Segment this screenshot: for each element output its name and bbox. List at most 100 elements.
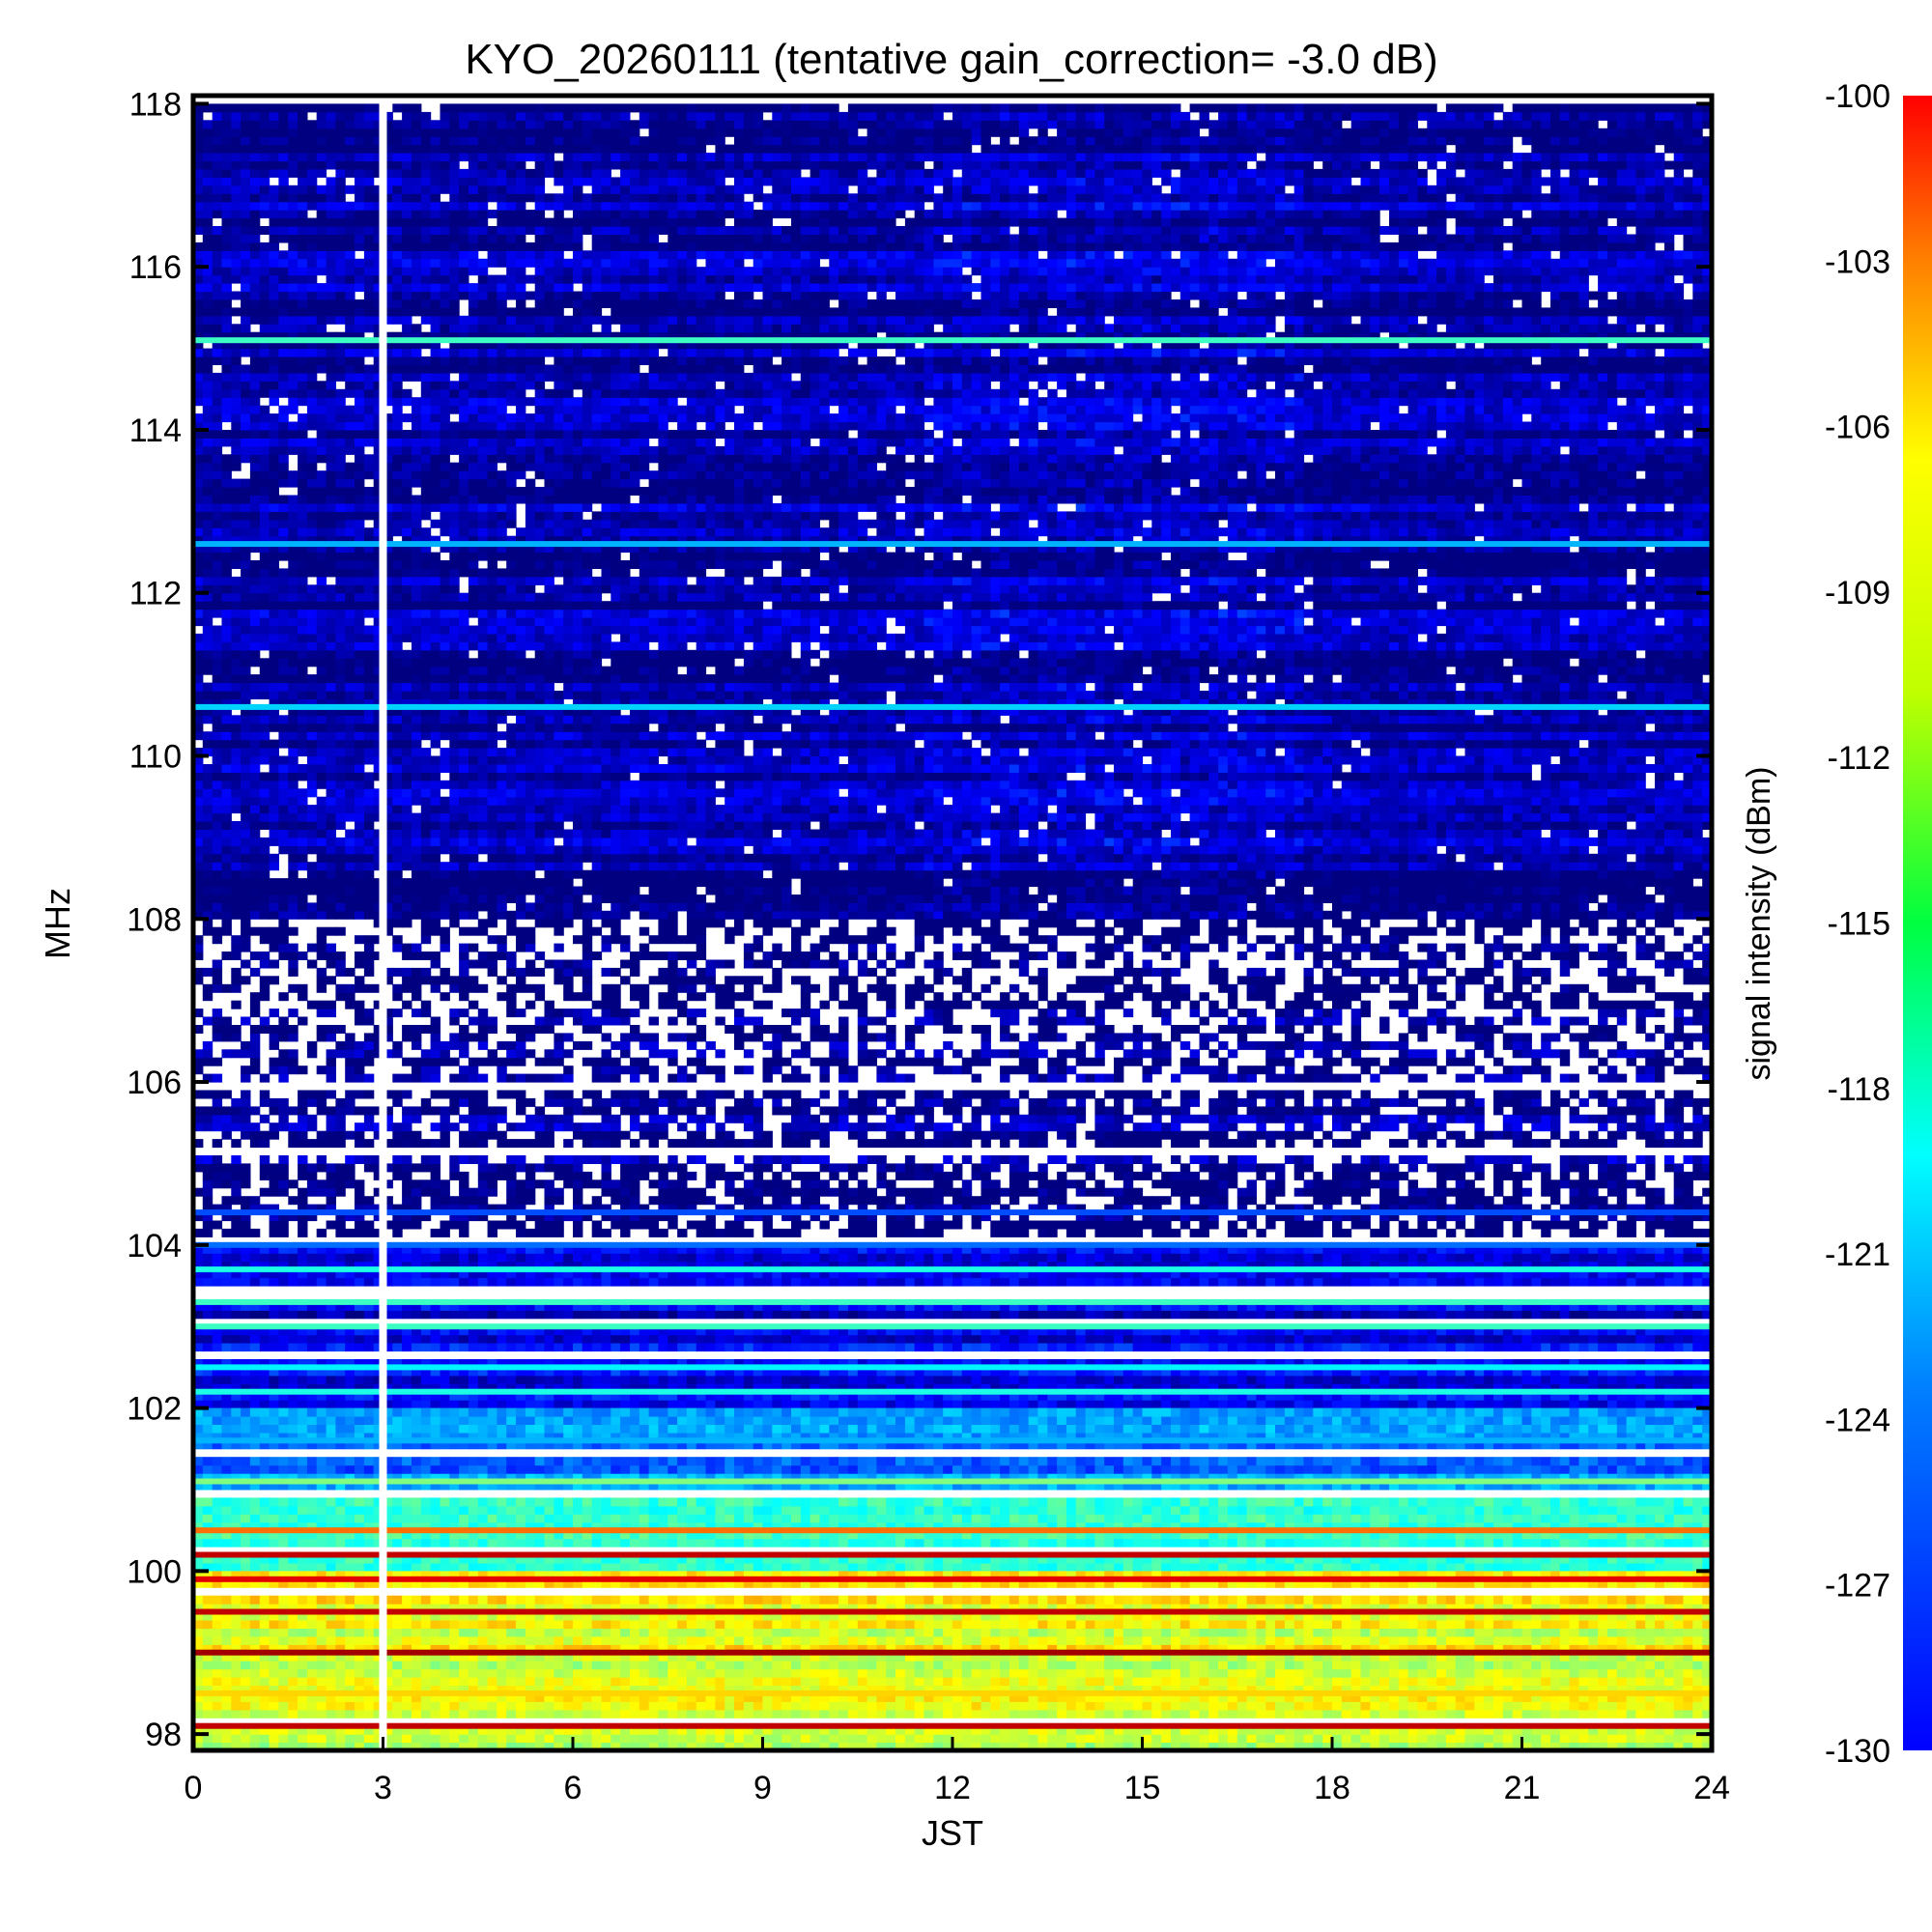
heatmap-cell xyxy=(516,772,526,781)
heatmap-cell xyxy=(648,812,659,822)
heatmap-cell xyxy=(715,772,725,781)
heatmap-cell xyxy=(1502,723,1514,732)
heatmap-cell xyxy=(971,796,981,806)
heatmap-cell xyxy=(1057,878,1067,888)
heatmap-cell xyxy=(1303,837,1314,846)
heatmap-cell xyxy=(1161,764,1172,773)
heatmap-cell xyxy=(961,829,973,838)
heatmap-cell xyxy=(933,772,944,781)
heatmap-cell xyxy=(1683,788,1693,798)
heatmap-cell xyxy=(1104,878,1115,888)
heatmap-cell xyxy=(734,862,745,871)
heatmap-cell xyxy=(781,829,792,838)
heatmap-cell xyxy=(1085,902,1095,912)
heatmap-cell xyxy=(278,682,289,692)
heatmap-cell xyxy=(1606,780,1618,789)
heatmap-cell xyxy=(1484,910,1494,920)
heatmap-cell xyxy=(402,755,412,765)
heatmap-cell xyxy=(980,886,991,895)
heatmap-cell xyxy=(326,755,336,765)
heatmap-cell xyxy=(582,755,593,765)
heatmap-cell xyxy=(1474,748,1485,757)
heatmap-cell xyxy=(886,706,896,716)
heatmap-cell xyxy=(1588,853,1599,863)
heatmap-cell xyxy=(1521,812,1532,822)
heatmap-cell xyxy=(762,796,773,806)
heatmap-cell xyxy=(1635,682,1646,692)
heatmap-cell xyxy=(715,821,725,830)
heatmap-cell xyxy=(1655,902,1665,912)
heatmap-cell xyxy=(459,731,469,741)
heatmap-cell xyxy=(1199,910,1209,920)
heatmap-cell xyxy=(288,706,298,716)
heatmap-cell xyxy=(1588,869,1599,879)
heatmap-cell xyxy=(829,796,839,806)
heatmap-cell xyxy=(1379,862,1390,871)
heatmap-cell xyxy=(876,731,887,741)
heatmap-cell xyxy=(1218,772,1229,781)
heatmap-cell xyxy=(1094,829,1105,838)
heatmap-cell xyxy=(1313,674,1323,684)
heatmap-cell xyxy=(1398,837,1409,846)
heatmap-cell xyxy=(1028,666,1038,675)
heatmap-cell xyxy=(459,788,469,798)
heatmap-cell xyxy=(990,731,1001,741)
heatmap-cell xyxy=(895,748,906,757)
heatmap-cell xyxy=(1018,805,1030,814)
heatmap-cell xyxy=(363,902,375,912)
heatmap-cell xyxy=(971,805,981,814)
heatmap-cell xyxy=(1588,658,1599,668)
heatmap-cell xyxy=(1122,812,1134,822)
heatmap-cell xyxy=(1407,723,1418,732)
heatmap-cell xyxy=(1065,731,1077,741)
heatmap-cell xyxy=(573,812,583,822)
heatmap-cell xyxy=(943,805,953,814)
heatmap-cell xyxy=(1370,731,1380,741)
heatmap-cell xyxy=(497,715,507,724)
heatmap-cell xyxy=(278,805,289,814)
heatmap-cell xyxy=(392,869,403,879)
heatmap-cell xyxy=(990,739,1001,749)
heatmap-cell xyxy=(943,772,953,781)
heatmap-cell xyxy=(781,910,792,920)
heatmap-cell xyxy=(497,837,507,846)
heatmap-cell xyxy=(1199,812,1209,822)
heatmap-cell xyxy=(1370,764,1380,773)
heatmap-cell xyxy=(1645,845,1656,855)
heatmap-cell xyxy=(554,706,564,716)
heatmap-cell xyxy=(591,658,603,668)
heatmap-cell xyxy=(952,748,963,757)
heatmap-cell xyxy=(402,862,412,871)
heatmap-cell xyxy=(620,723,631,732)
heatmap-cell xyxy=(497,796,507,806)
heatmap-cell xyxy=(202,812,213,822)
heatmap-cell xyxy=(1246,878,1257,888)
heatmap-cell xyxy=(1037,748,1048,757)
heatmap-cell xyxy=(1303,895,1314,903)
heatmap-cell xyxy=(914,886,925,895)
heatmap-cell xyxy=(734,812,745,822)
heatmap-cell xyxy=(430,658,440,668)
heatmap-cell xyxy=(857,748,868,757)
heatmap-cell xyxy=(810,748,820,757)
heatmap-cell xyxy=(819,902,830,912)
heatmap-cell xyxy=(1360,902,1371,912)
heatmap-cell xyxy=(1104,755,1115,765)
heatmap-cell xyxy=(1246,739,1257,749)
heatmap-cell xyxy=(1028,682,1038,692)
heatmap-cell xyxy=(193,886,204,895)
heatmap-cell xyxy=(1341,723,1352,732)
heatmap-cell xyxy=(1541,845,1551,855)
heatmap-cell xyxy=(383,788,393,798)
heatmap-cell xyxy=(544,853,554,863)
heatmap-cell xyxy=(1171,755,1181,765)
heatmap-cell xyxy=(1702,895,1712,903)
heatmap-cell xyxy=(1484,674,1494,684)
heatmap-cell xyxy=(1598,886,1608,895)
heatmap-cell xyxy=(193,869,204,879)
heatmap-cell xyxy=(611,682,621,692)
heatmap-cell xyxy=(658,748,668,757)
heatmap-cell xyxy=(1151,796,1162,806)
heatmap-cell xyxy=(1512,812,1523,822)
heatmap-cell xyxy=(582,731,593,741)
